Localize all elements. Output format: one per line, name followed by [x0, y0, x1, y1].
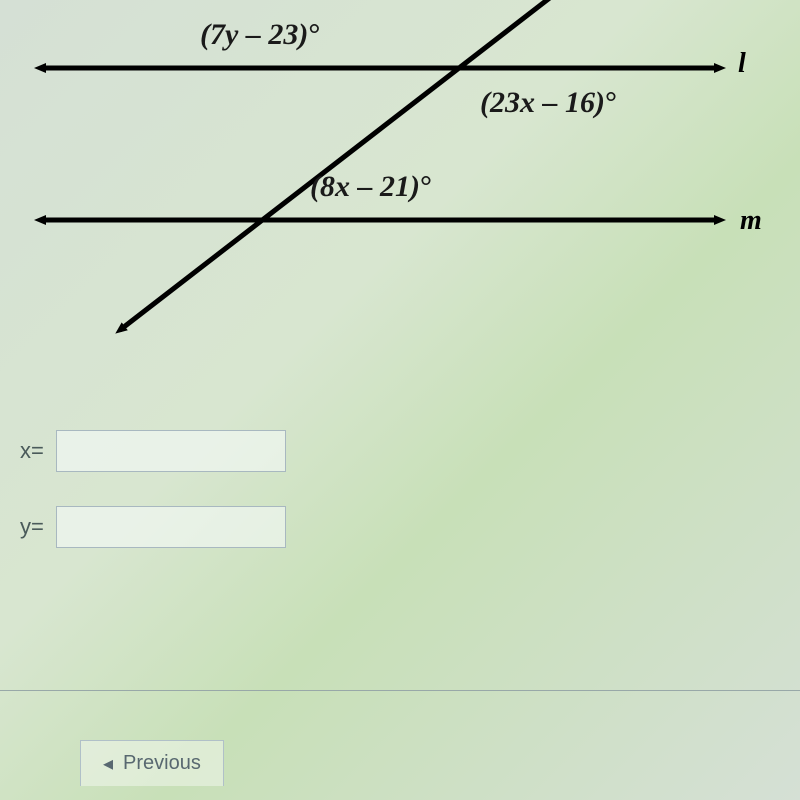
- geometry-diagram: (7y – 23)° (23x – 16)° (8x – 21)° l m: [0, 0, 800, 350]
- y-input[interactable]: [56, 506, 286, 548]
- line-label-l: l: [738, 48, 746, 80]
- divider: [0, 690, 800, 691]
- angle-label-2: (8x – 21)°: [310, 170, 432, 204]
- previous-button[interactable]: ◂ Previous: [80, 740, 224, 786]
- y-label: y=: [20, 514, 56, 540]
- x-input[interactable]: [56, 430, 286, 472]
- line-label-m: m: [740, 205, 762, 237]
- angle-label-0: (7y – 23)°: [200, 18, 320, 52]
- x-label: x=: [20, 438, 56, 464]
- line-t: [120, 0, 560, 330]
- angle-label-1: (23x – 16)°: [480, 86, 617, 120]
- previous-label: Previous: [123, 752, 201, 775]
- answer-inputs: x= y=: [20, 430, 286, 582]
- x-input-row: x=: [20, 430, 286, 472]
- chevron-left-icon: ◂: [103, 751, 113, 776]
- y-input-row: y=: [20, 506, 286, 548]
